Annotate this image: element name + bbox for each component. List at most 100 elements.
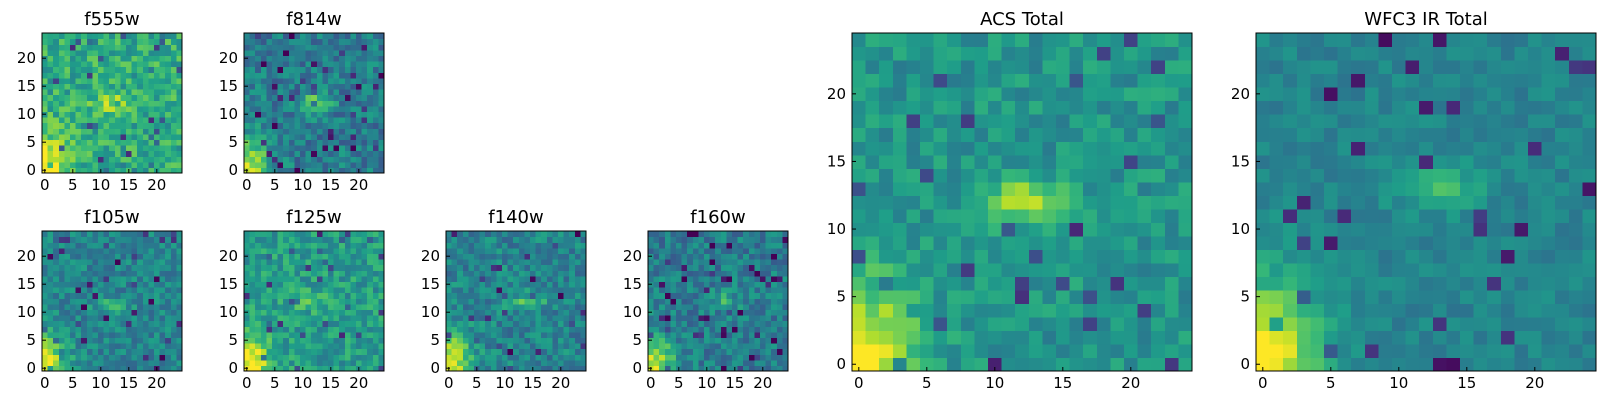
heatmap-cell [1178, 222, 1193, 237]
heatmap-cell [361, 348, 368, 355]
heatmap-cell [676, 315, 683, 322]
heatmap-cell [692, 337, 699, 344]
heatmap-cell [748, 354, 755, 361]
heatmap-cell [1296, 141, 1311, 156]
heatmap-cell [311, 156, 318, 163]
x-tick-label: 5 [68, 374, 78, 392]
heatmap-cell [300, 231, 307, 238]
heatmap-cell [328, 292, 335, 299]
heatmap-cell [1337, 316, 1352, 332]
heatmap-cell [1256, 208, 1271, 223]
heatmap-cell [1042, 289, 1057, 304]
heatmap-cell [748, 281, 755, 288]
heatmap-cell [1137, 262, 1152, 277]
heatmap-cell [344, 133, 351, 140]
heatmap-cell [648, 331, 655, 338]
heatmap-cell [709, 281, 716, 288]
heatmap-cell [109, 315, 116, 322]
heatmap-cell [305, 111, 312, 118]
heatmap-cell [114, 337, 121, 344]
heatmap-cell [64, 66, 71, 73]
heatmap-cell [1110, 195, 1125, 210]
heatmap-cell [1364, 343, 1379, 359]
heatmap-cell [563, 264, 570, 271]
heatmap-cell [513, 348, 520, 355]
heatmap-cell [75, 61, 82, 68]
heatmap-cell [86, 275, 93, 282]
heatmap-cell [92, 122, 99, 129]
heatmap-cell [988, 73, 1003, 88]
heatmap-cell [1137, 343, 1152, 359]
heatmap-cell [255, 117, 262, 124]
heatmap-cell [98, 111, 105, 118]
heatmap-cell [906, 114, 921, 129]
heatmap-cell [266, 150, 273, 157]
heatmap-cell [142, 298, 149, 305]
heatmap-cell [142, 259, 149, 266]
heatmap-cell [988, 276, 1003, 291]
heatmap-cell [1568, 195, 1583, 210]
heatmap-cell [165, 66, 172, 73]
heatmap-cell [1582, 330, 1597, 345]
heatmap-cell [1500, 195, 1515, 210]
heatmap-cell [1151, 141, 1166, 156]
heatmap-cell [176, 303, 183, 310]
heatmap-cell [114, 303, 121, 310]
heatmap-cell [1405, 208, 1420, 223]
heatmap-cell [103, 89, 110, 96]
y-tick-label: 20 [421, 247, 440, 265]
heatmap-cell [765, 281, 772, 288]
heatmap-cell [328, 156, 335, 163]
heatmap-cell [1296, 195, 1311, 210]
heatmap-cell [356, 161, 363, 168]
heatmap-cell [294, 298, 301, 305]
heatmap-cell [737, 259, 744, 266]
heatmap-cell [771, 365, 778, 372]
heatmap-cell [249, 111, 256, 118]
x-tick-label: 10 [985, 374, 1004, 392]
heatmap-cell [468, 270, 475, 277]
heatmap-cell [137, 359, 144, 366]
heatmap-cell [283, 156, 290, 163]
heatmap-cell [1015, 168, 1030, 183]
heatmap-cell [356, 44, 363, 51]
heatmap-cell [732, 315, 739, 322]
heatmap-cell [92, 100, 99, 107]
heatmap-cell [474, 348, 481, 355]
heatmap-cell [170, 61, 177, 68]
heatmap-cell [103, 139, 110, 146]
heatmap-cell [378, 359, 385, 366]
heatmap-cell [479, 236, 486, 243]
heatmap-cell [154, 38, 161, 45]
heatmap-cell [283, 292, 290, 299]
heatmap-cell [852, 249, 867, 264]
heatmap-cell [305, 100, 312, 107]
heatmap-cell [356, 111, 363, 118]
heatmap-cell [485, 326, 492, 333]
heatmap-cell [283, 133, 290, 140]
heatmap-cell [709, 354, 716, 361]
heatmap-cell [260, 270, 267, 277]
heatmap-cell [692, 331, 699, 338]
heatmap-cell [720, 320, 727, 327]
heatmap-cell [743, 309, 750, 316]
heatmap-cell [479, 309, 486, 316]
heatmap-cell [580, 236, 587, 243]
heatmap-cell [165, 253, 172, 260]
heatmap-cell [552, 298, 559, 305]
heatmap-cell [131, 320, 138, 327]
heatmap-cell [120, 55, 127, 62]
heatmap-cell [1296, 235, 1311, 250]
heatmap-cell [852, 60, 867, 75]
heatmap-cell [249, 94, 256, 101]
heatmap-cell [664, 259, 671, 266]
heatmap-cell [1405, 316, 1420, 332]
heatmap-cell [339, 139, 346, 146]
heatmap-cell [148, 343, 155, 350]
heatmap-cell [552, 242, 559, 249]
heatmap-cell [339, 264, 346, 271]
heatmap-cell [176, 44, 183, 51]
heatmap-cell [272, 72, 279, 79]
heatmap-cell [350, 38, 357, 45]
heatmap-cell [288, 354, 295, 361]
